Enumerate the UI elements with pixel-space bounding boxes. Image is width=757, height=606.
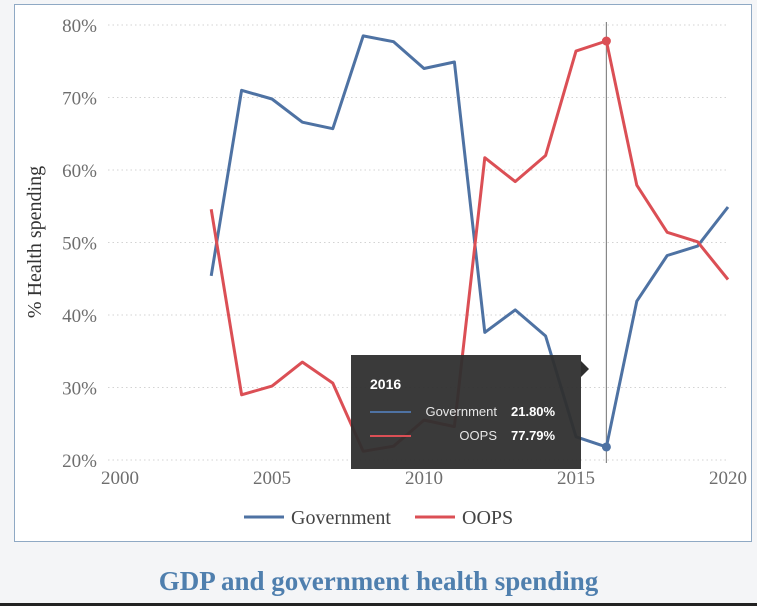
y-axis-label: % Health spending — [24, 166, 46, 318]
hover-points — [601, 36, 611, 452]
x-tick-label: 2010 — [405, 468, 443, 489]
legend-label: Government — [291, 507, 391, 529]
tooltip-series-name: Government — [425, 404, 497, 419]
tooltip-series-name: OOPS — [459, 428, 497, 443]
x-tick-label: 2005 — [253, 468, 291, 489]
hover-point-government — [601, 442, 611, 452]
y-tick-label: 70% — [62, 89, 97, 110]
y-tick-label: 50% — [62, 234, 97, 255]
legend[interactable]: Government OOPS — [244, 507, 513, 529]
series-line-government — [209, 34, 730, 449]
hover-point-oops — [601, 36, 611, 46]
series-lines[interactable] — [209, 34, 730, 453]
chart-caption: GDP and government health spending — [158, 566, 599, 596]
y-tick-label: 40% — [62, 306, 97, 327]
x-axis-ticks: 2000 2005 2010 2015 2020 — [101, 468, 747, 489]
y-axis-ticks: 20% 30% 40% 50% 60% 70% 80% — [62, 16, 97, 472]
tooltip-title: 2016 — [370, 376, 401, 392]
series-line-oops — [209, 39, 730, 453]
tooltip: 2016 Government 21.80% OOPS 77.79% — [351, 355, 589, 469]
y-tick-label: 60% — [62, 161, 97, 182]
tooltip-series-value: 77.79% — [511, 428, 556, 443]
tooltip-series-value: 21.80% — [511, 404, 556, 419]
y-tick-label: 20% — [62, 451, 97, 472]
y-tick-label: 80% — [62, 16, 97, 37]
tooltip-arrow — [581, 361, 589, 377]
x-tick-label: 2015 — [557, 468, 595, 489]
bottom-divider — [0, 603, 757, 606]
x-tick-label: 2000 — [101, 468, 139, 489]
legend-label: OOPS — [462, 507, 513, 529]
y-tick-label: 30% — [62, 379, 97, 400]
x-tick-label: 2020 — [709, 468, 747, 489]
